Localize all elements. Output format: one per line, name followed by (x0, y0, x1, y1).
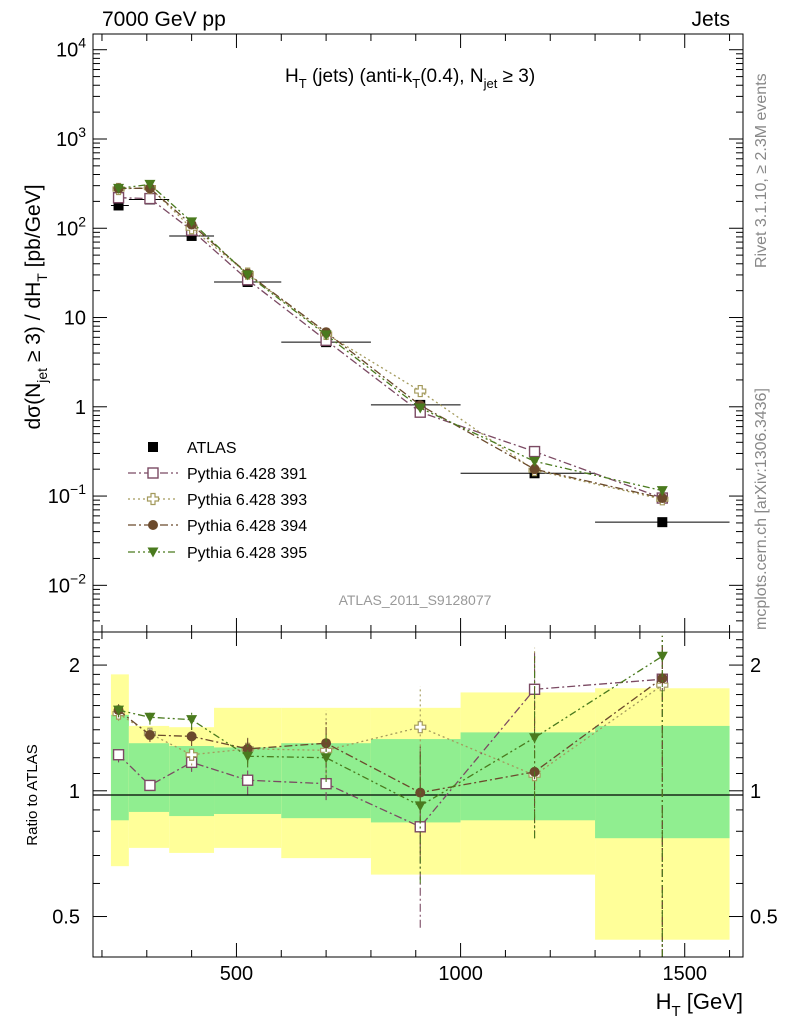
main-ytick-label: 1 (75, 397, 86, 419)
legend-label: Pythia 6.428 394 (187, 518, 307, 535)
ratio-point (144, 712, 156, 723)
data-point (186, 230, 197, 241)
ratio-ytick-label-left: 1 (69, 781, 80, 803)
data-point (657, 493, 668, 504)
series-line (118, 187, 663, 499)
ratio-line (118, 678, 663, 828)
main-ytick-label: 10−2 (48, 570, 86, 597)
ratio-point (242, 751, 254, 762)
ratio-point (186, 731, 197, 742)
ratio-point (414, 721, 427, 734)
ratio-series-pythia-4 (113, 635, 668, 957)
ratio-band-green (128, 743, 170, 812)
mcplots-reference-text: mcplots.cern.ch [arXiv:1306.3436] (753, 388, 770, 630)
legend-marker (148, 442, 158, 452)
ratio-point (321, 738, 332, 749)
legend-marker (146, 492, 160, 506)
series-line (118, 197, 663, 499)
xtick-label: 1500 (662, 963, 707, 985)
main-ytick-label: 10 (64, 308, 86, 330)
ratio-point (186, 715, 198, 726)
ratio-ytick-label-left: 0.5 (52, 907, 80, 929)
rivet-version-label: Rivet 3.1.10, ≥ 2.3M events (753, 73, 770, 268)
analysis-id-label: ATLAS_2011_S9128077 (339, 592, 492, 608)
ratio-ylabel: Ratio to ATLAS (24, 744, 41, 845)
data-point (414, 403, 426, 414)
ratio-uncertainty-bands (110, 674, 730, 940)
ratio-band-green (370, 739, 461, 823)
x-axis-label: HT [GeV] (656, 989, 743, 1020)
legend: ATLAS Pythia 6.428 391 Pythia 6.428 393 Pyt… (128, 440, 307, 562)
ratio-ytick-label-right: 1 (750, 781, 761, 803)
ratio-point (414, 801, 426, 812)
legend-label: Pythia 6.428 393 (187, 492, 307, 509)
data-point (529, 456, 541, 467)
ratio-ytick-label-left: 2 (69, 655, 80, 677)
ratio-line (118, 655, 663, 807)
ratio-ytick-label-right: 2 (750, 655, 761, 677)
ratio-point (657, 673, 668, 684)
ratio-point (242, 743, 253, 754)
ratio-band-green (460, 732, 596, 821)
main-ytick-label: 102 (56, 213, 86, 240)
main-ytick-label: 103 (56, 124, 86, 151)
data-point (656, 486, 668, 497)
legend-label: Pythia 6.428 391 (187, 466, 307, 483)
ratio-band-green (110, 714, 129, 821)
data-point (113, 200, 124, 211)
ratio-axis-ticks (93, 631, 743, 958)
xtick-label: 1000 (438, 963, 483, 985)
main-ytick-label: 104 (56, 35, 86, 62)
legend-marker (147, 547, 159, 558)
series-line (118, 186, 663, 500)
xtick-label: 500 (220, 963, 253, 985)
main-ylabel: dσ(Njet ≥ 3) / dHT [pb/GeV] (22, 184, 50, 429)
ratio-frame (92, 631, 744, 958)
collision-label: 7000 GeV pp (102, 8, 226, 31)
ratio-point (656, 651, 668, 662)
observable-category-label: Jets (691, 8, 730, 31)
legend-label: Pythia 6.428 395 (187, 545, 307, 562)
data-point (144, 192, 156, 205)
data-point (528, 445, 541, 458)
ratio-line (118, 677, 663, 794)
data-point (320, 330, 332, 341)
ratio-point (144, 730, 155, 741)
ratio-point (112, 749, 125, 761)
data-point (144, 179, 156, 190)
ratio-panel: 0.5 0.5 1 1 2 2 500 1000 1500 Ratio to ATLAS HT … (24, 631, 778, 1020)
ratio-ytick-label-right: 0.5 (750, 907, 778, 929)
ratio-point (320, 753, 332, 764)
data-point (529, 464, 540, 475)
rivet-version-text: Rivet 3.1.10, ≥ 2.3M events (753, 73, 770, 268)
legend-label: ATLAS (187, 440, 237, 457)
ratio-point (241, 774, 254, 786)
ratio-line (118, 684, 663, 776)
legend-marker (148, 520, 158, 530)
data-point (113, 183, 125, 194)
ratio-point (113, 705, 125, 716)
data-point (186, 217, 198, 228)
mcplots-reference-label: mcplots.cern.ch [arXiv:1306.3436] (753, 388, 770, 630)
main-frame (92, 33, 744, 633)
main-title: HT (jets) (anti-kT(0.4), Njet ≥ 3) (285, 66, 535, 91)
series-pythia-4 (113, 179, 668, 497)
main-ytick-label: 10−1 (48, 481, 86, 508)
legend-marker (147, 467, 159, 479)
ratio-point (144, 779, 156, 792)
ratio-series-layer (112, 635, 669, 957)
data-point (414, 384, 427, 398)
ratio-point (529, 733, 541, 744)
data-point (242, 270, 254, 281)
series-line (118, 183, 663, 492)
ratio-tick-labels: 0.5 0.5 1 1 2 2 500 1000 1500 (52, 655, 778, 985)
ratio-point (185, 748, 198, 761)
main-series-layer (110, 179, 730, 528)
data-point (657, 517, 668, 528)
main-axis-ticks (93, 34, 743, 633)
